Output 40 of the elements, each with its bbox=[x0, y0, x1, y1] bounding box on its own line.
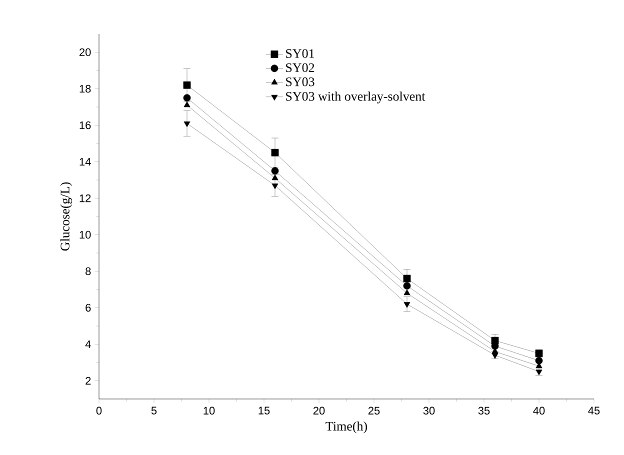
point bbox=[184, 121, 190, 128]
point bbox=[404, 302, 410, 308]
x-tick-label: 20 bbox=[313, 406, 325, 415]
point bbox=[183, 94, 191, 102]
legend-label: SY01 bbox=[286, 49, 314, 58]
point bbox=[535, 356, 543, 364]
x-axis-title: Time(h) bbox=[326, 421, 368, 434]
y-tick-label: 20 bbox=[80, 48, 91, 56]
y-tick-label: 14 bbox=[80, 158, 91, 166]
point bbox=[183, 81, 191, 89]
legend-label: SY03 bbox=[286, 77, 314, 86]
y-tick-label: 18 bbox=[80, 84, 91, 93]
y-tick-label: 16 bbox=[80, 121, 91, 130]
point bbox=[403, 274, 411, 282]
point bbox=[404, 289, 410, 296]
y-tick-label: 8 bbox=[86, 267, 91, 276]
point bbox=[403, 282, 411, 290]
point bbox=[184, 101, 190, 108]
y-tick-label: 6 bbox=[86, 304, 91, 312]
point bbox=[271, 148, 279, 156]
point bbox=[492, 353, 498, 359]
y-tick-label: 12 bbox=[80, 194, 91, 202]
x-tick-label: 5 bbox=[151, 406, 157, 414]
x-tick-label: 15 bbox=[258, 406, 270, 414]
y-tick-label: 2 bbox=[86, 376, 91, 385]
legend-label: SY02 bbox=[286, 63, 314, 72]
x-tick-label: 40 bbox=[533, 406, 545, 415]
x-tick-label: 25 bbox=[368, 406, 380, 415]
point bbox=[272, 174, 278, 180]
x-tick-label: 30 bbox=[423, 406, 435, 415]
y-axis-title: Glucose(g/L) bbox=[60, 182, 72, 251]
y-tick-label: 4 bbox=[85, 340, 91, 348]
y-tick-label: 10 bbox=[80, 230, 91, 239]
legend-label: SY03 with overlay-solvent bbox=[286, 92, 426, 104]
x-tick-label: 0 bbox=[96, 406, 102, 415]
x-tick-label: 45 bbox=[588, 406, 600, 414]
x-tick-label: 35 bbox=[478, 406, 490, 415]
x-tick-label: 10 bbox=[204, 406, 215, 415]
point bbox=[271, 167, 279, 175]
point bbox=[272, 184, 278, 190]
